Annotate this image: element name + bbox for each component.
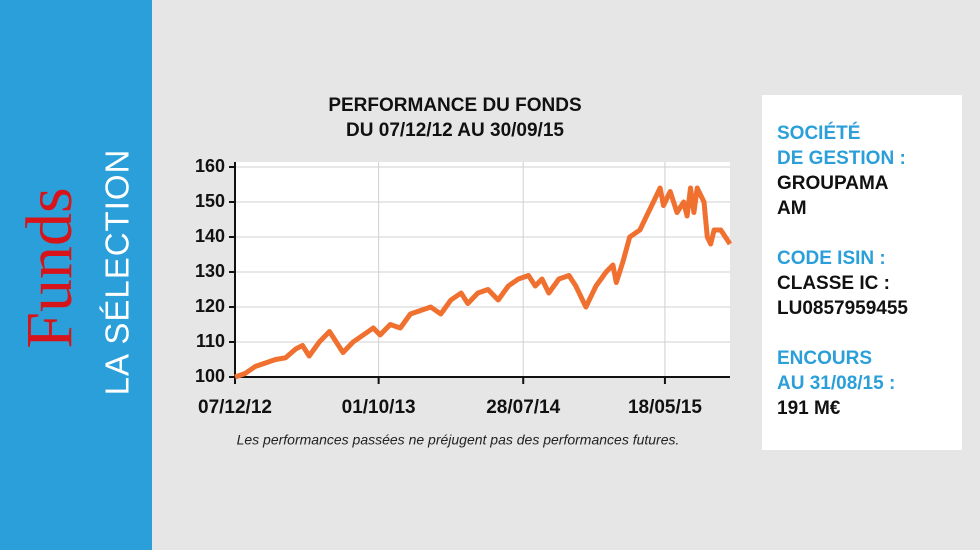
info-label: CODE ISIN : xyxy=(777,248,886,269)
info-value: 191 M€ xyxy=(777,398,841,419)
y-tick-label: 160 xyxy=(195,156,225,176)
info-value: CLASSE IC : xyxy=(777,273,890,294)
y-tick-label: 140 xyxy=(195,226,225,246)
info-value: AM xyxy=(777,198,807,219)
y-tick-label: 130 xyxy=(195,261,225,281)
info-value: LU0857959455 xyxy=(777,298,908,319)
y-tick-label: 100 xyxy=(195,366,225,386)
y-tick-label: 120 xyxy=(195,296,225,316)
x-tick-label: 28/07/14 xyxy=(486,397,560,418)
info-label: SOCIÉTÉ xyxy=(777,122,860,144)
info-label: AU 31/08/15 : xyxy=(777,373,895,394)
plot: 100 110 120 130 140 150 160 07/12/12 01/10/13 28/… xyxy=(195,156,733,418)
x-tick-label: 01/10/13 xyxy=(342,397,416,418)
y-tick-label: 110 xyxy=(196,331,225,351)
x-tick-label: 18/05/15 xyxy=(628,397,702,418)
chart-title: PERFORMANCE DU FONDS xyxy=(328,95,581,116)
x-tick-label: 07/12/12 xyxy=(198,397,272,418)
brand-section: LA SÉLECTION xyxy=(99,149,136,396)
info-value: GROUPAMA xyxy=(777,173,889,194)
info-panel xyxy=(762,95,962,450)
chart-subtitle: DU 07/12/12 AU 30/09/15 xyxy=(346,120,564,141)
y-tick-label: 150 xyxy=(195,191,225,211)
note: Les performances passées ne préjugent pa… xyxy=(237,432,680,448)
info: SOCIÉTÉ DE GESTION : GROUPAMA AM CODE ISIN :… xyxy=(777,122,908,419)
side-band xyxy=(0,0,152,550)
line xyxy=(234,185,733,380)
info-label: DE GESTION : xyxy=(777,148,906,169)
brand-name: Funds xyxy=(13,187,86,348)
info-label: ENCOURS xyxy=(777,348,872,369)
